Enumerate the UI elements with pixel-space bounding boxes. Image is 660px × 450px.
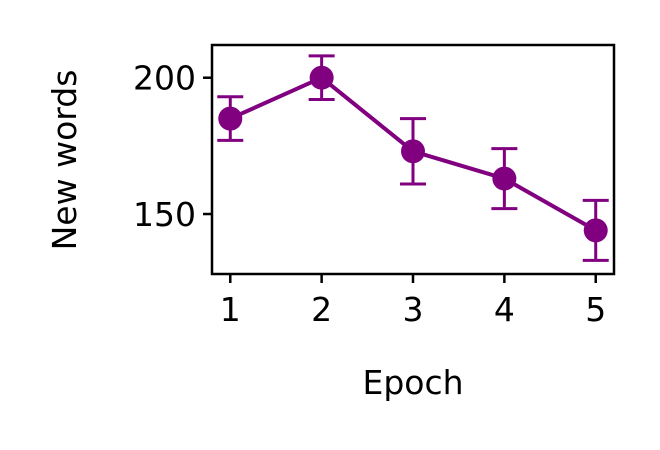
x-tick-label: 3 bbox=[403, 290, 424, 329]
data-point bbox=[309, 65, 334, 90]
y-axis: 150 200 bbox=[133, 59, 212, 234]
x-axis: 1 2 3 4 5 bbox=[220, 274, 606, 329]
x-axis-label: Epoch bbox=[362, 363, 463, 402]
x-tick-label: 2 bbox=[311, 290, 332, 329]
y-tick-label: 150 bbox=[133, 195, 196, 234]
data-point bbox=[492, 166, 517, 191]
y-axis-label: New words bbox=[45, 70, 84, 251]
data-point bbox=[583, 218, 608, 243]
y-tick-label: 200 bbox=[133, 59, 196, 98]
x-tick-label: 4 bbox=[494, 290, 515, 329]
x-tick-label: 5 bbox=[585, 290, 606, 329]
data-point bbox=[401, 139, 425, 164]
plot-marks bbox=[217, 54, 609, 262]
x-tick-label: 1 bbox=[220, 290, 241, 329]
data-point bbox=[218, 106, 243, 131]
